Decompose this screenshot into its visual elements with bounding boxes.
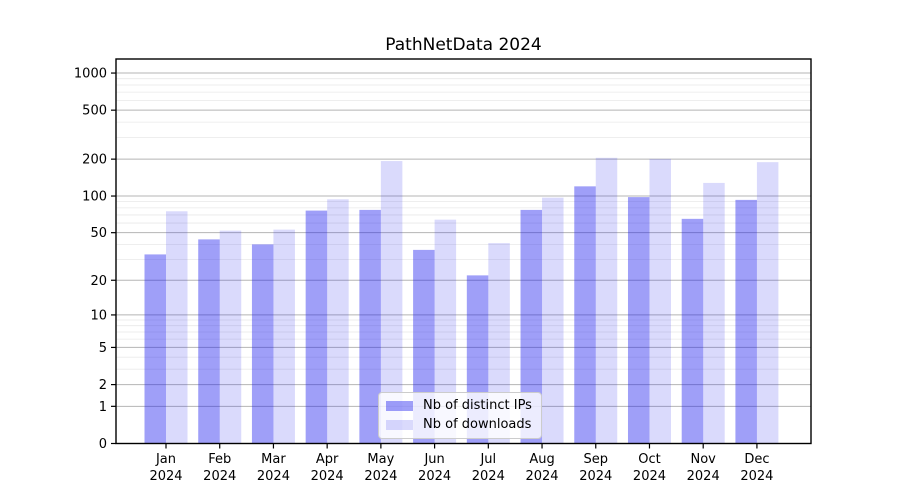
y-tick-label: 1 bbox=[99, 400, 107, 415]
bar-distinct-ips bbox=[627, 197, 650, 444]
x-tick-label: Jan 2024 bbox=[149, 452, 182, 484]
x-tick-label: Aug 2024 bbox=[525, 452, 558, 484]
bar-distinct-ips bbox=[681, 218, 704, 444]
y-tick-label: 5 bbox=[99, 341, 107, 356]
x-tick-label: Oct 2024 bbox=[633, 452, 666, 484]
bar-downloads bbox=[327, 199, 349, 444]
x-tick-label: Apr 2024 bbox=[311, 452, 344, 484]
bar-distinct-ips bbox=[359, 209, 381, 444]
bar-distinct-ips bbox=[735, 199, 757, 444]
x-tick-label: May 2024 bbox=[364, 452, 397, 484]
bar-downloads bbox=[273, 229, 295, 444]
legend-swatch-distinct-ips bbox=[386, 400, 413, 411]
chart-title: PathNetData 2024 bbox=[385, 35, 542, 55]
x-tick-label: Feb 2024 bbox=[203, 452, 236, 484]
x-tick-label: Nov 2024 bbox=[687, 452, 720, 484]
x-tick-label: Jul 2024 bbox=[472, 452, 505, 484]
x-tick-label: Jun 2024 bbox=[418, 452, 451, 484]
bar-distinct-ips bbox=[251, 244, 274, 444]
y-tick-label: 0 bbox=[99, 437, 107, 452]
y-tick-label: 200 bbox=[82, 153, 107, 168]
y-tick-label: 500 bbox=[82, 104, 107, 119]
bar-downloads bbox=[703, 182, 725, 444]
plot-border bbox=[115, 58, 812, 445]
bar-downloads bbox=[380, 161, 403, 444]
legend: Nb of distinct IPs Nb of downloads bbox=[378, 392, 542, 439]
bar-downloads bbox=[166, 211, 188, 444]
y-tick-label: 10 bbox=[90, 308, 107, 323]
legend-label: Nb of distinct IPs bbox=[423, 398, 532, 413]
bar-downloads bbox=[434, 219, 457, 444]
x-tick-label: Dec 2024 bbox=[740, 452, 773, 484]
bar-downloads bbox=[649, 158, 671, 444]
x-tick-label: Sep 2024 bbox=[579, 452, 612, 484]
legend-item: Nb of distinct IPs bbox=[386, 398, 532, 413]
bar-distinct-ips bbox=[198, 239, 220, 444]
legend-label: Nb of downloads bbox=[423, 417, 532, 432]
bar-distinct-ips bbox=[305, 210, 328, 444]
bar-downloads bbox=[595, 157, 618, 444]
y-tick-label: 100 bbox=[82, 190, 107, 205]
legend-swatch-downloads bbox=[386, 419, 413, 430]
bar-downloads bbox=[542, 197, 564, 444]
bar-downloads bbox=[756, 162, 779, 444]
bar-distinct-ips bbox=[574, 186, 596, 444]
legend-item: Nb of downloads bbox=[386, 417, 532, 432]
y-tick-label: 20 bbox=[90, 274, 107, 289]
y-tick-label: 2 bbox=[99, 378, 107, 393]
x-tick-label: Mar 2024 bbox=[257, 452, 290, 484]
bar-downloads bbox=[219, 230, 242, 444]
bar-distinct-ips bbox=[144, 254, 166, 444]
y-tick-label: 50 bbox=[90, 226, 107, 241]
y-tick-label: 1000 bbox=[74, 67, 107, 82]
bar-distinct-ips bbox=[520, 209, 543, 444]
